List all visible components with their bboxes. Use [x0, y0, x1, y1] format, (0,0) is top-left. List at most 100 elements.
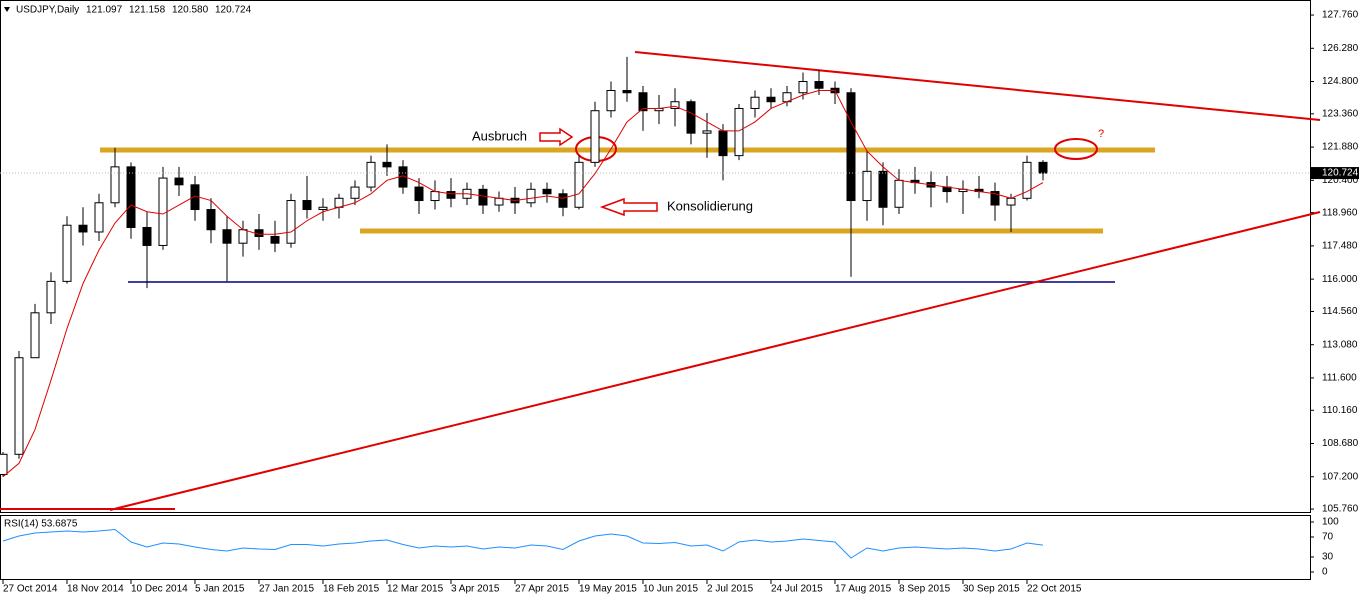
- candle-body: [78, 224, 88, 233]
- symbol-header: USDJPY,Daily: [16, 5, 79, 16]
- candle-body: [318, 206, 328, 211]
- candle-body: [350, 186, 360, 199]
- y-tick-label: 117.480: [1322, 241, 1358, 252]
- target-ellipse: [1054, 138, 1098, 160]
- candle-body: [478, 188, 488, 206]
- candle-body: [14, 357, 24, 455]
- candle-body: [798, 81, 808, 94]
- y-tick-label: 114.560: [1322, 306, 1358, 317]
- x-tick-label: 18 Feb 2015: [323, 584, 380, 595]
- candle-body: [446, 191, 456, 199]
- annotation: ?: [1098, 128, 1104, 140]
- candle-body: [270, 235, 280, 244]
- x-tick-label: 24 Jul 2015: [771, 584, 823, 595]
- x-tick-label: 27 Apr 2015: [515, 584, 569, 595]
- candle-body: [990, 191, 1000, 206]
- x-tick-label: 27 Oct 2014: [3, 584, 58, 595]
- candle-body: [366, 161, 376, 188]
- candle-body: [670, 101, 680, 109]
- candle-body: [734, 107, 744, 157]
- y-tick-label: 127.760: [1322, 10, 1359, 21]
- moving-average: [2, 89, 1044, 478]
- candle-body: [222, 229, 232, 244]
- candle-body: [814, 81, 824, 89]
- annotation-shapes: [0, 7, 1321, 511]
- x-tick-label: 10 Jun 2015: [643, 584, 698, 595]
- candle-body: [238, 229, 248, 244]
- candle-body: [846, 92, 856, 202]
- x-tick-label: 19 May 2015: [579, 584, 637, 595]
- candle-body: [1038, 161, 1048, 174]
- x-tick-label: 3 Apr 2015: [451, 584, 500, 595]
- candle-body: [702, 130, 712, 134]
- candle-body: [558, 193, 568, 208]
- header-value: 120.724: [215, 5, 252, 16]
- candle-body: [542, 188, 552, 195]
- menu-icon: [4, 7, 10, 12]
- candle-body: [158, 177, 168, 246]
- candle-body: [622, 89, 632, 94]
- candle-body: [126, 166, 136, 228]
- candle-body: [878, 170, 888, 208]
- candle-body: [286, 200, 296, 244]
- candle-body: [1022, 161, 1032, 199]
- candle-body: [638, 92, 648, 112]
- x-tick-label: 12 Mar 2015: [387, 584, 444, 595]
- candle-body: [94, 202, 104, 233]
- x-tick-label: 2 Jul 2015: [707, 584, 754, 595]
- candle-body: [526, 188, 536, 204]
- y-tick-label: 107.200: [1322, 471, 1359, 482]
- last-price-box: [1311, 167, 1359, 180]
- candle-body: [494, 197, 504, 206]
- breakout-arrow: [539, 127, 574, 147]
- candle-body: [206, 209, 216, 231]
- y-tick-label: 121.880: [1322, 142, 1359, 153]
- candle-body: [334, 197, 344, 208]
- last-price-label: 120.724: [1322, 168, 1359, 179]
- candle-body: [606, 89, 616, 112]
- candle-body: [414, 186, 424, 202]
- rsi-line: [2, 528, 1044, 559]
- candle-body: [1006, 197, 1016, 206]
- candle-body: [750, 96, 760, 109]
- candle-body: [862, 170, 872, 202]
- x-tick-label: 17 Aug 2015: [835, 584, 892, 595]
- x-tick-label: 22 Oct 2015: [1027, 584, 1082, 595]
- y-tick-label: 111.600: [1322, 373, 1357, 384]
- x-tick-label: 27 Jan 2015: [259, 584, 314, 595]
- y-tick-label: 113.080: [1322, 339, 1358, 350]
- candle-body: [430, 191, 440, 202]
- candle-body: [718, 130, 728, 157]
- candle-body: [574, 161, 584, 208]
- candle-body: [0, 453, 8, 475]
- candle-body: [302, 200, 312, 211]
- candle-body: [686, 101, 696, 134]
- header-value: 121.158: [129, 5, 166, 16]
- candle-body: [894, 179, 904, 208]
- x-tick-label: 8 Sep 2015: [899, 584, 951, 595]
- x-tick-label: 10 Dec 2014: [131, 584, 188, 595]
- rsi-panel-border: [0, 515, 1311, 580]
- y-tick-label: 110.160: [1322, 405, 1358, 416]
- y-tick-label: 124.800: [1322, 76, 1359, 87]
- annotation: Ausbruch: [472, 128, 527, 143]
- y-tick-label: 105.760: [1322, 504, 1359, 515]
- candle-body: [110, 166, 120, 204]
- candle-body: [590, 110, 600, 163]
- main-panel-border: [0, 0, 1311, 513]
- y-tick-label: 108.680: [1322, 438, 1359, 449]
- y-tick-label: 123.360: [1322, 108, 1359, 119]
- candle-body: [382, 161, 392, 168]
- rsi-tick-label: 70: [1322, 532, 1334, 543]
- x-tick-label: 5 Jan 2015: [195, 584, 245, 595]
- y-tick-label: 118.960: [1322, 207, 1358, 218]
- header-value: 120.580: [172, 5, 209, 16]
- candle-body: [62, 224, 72, 282]
- y-tick-label: 126.280: [1322, 43, 1359, 54]
- candle-body: [142, 226, 152, 246]
- rsi-tick-label: 0: [1322, 567, 1328, 578]
- rsi-tick-label: 100: [1322, 517, 1339, 528]
- rsi-label: RSI(14) 53.6875: [4, 519, 78, 530]
- up-trendline: [109, 211, 1321, 511]
